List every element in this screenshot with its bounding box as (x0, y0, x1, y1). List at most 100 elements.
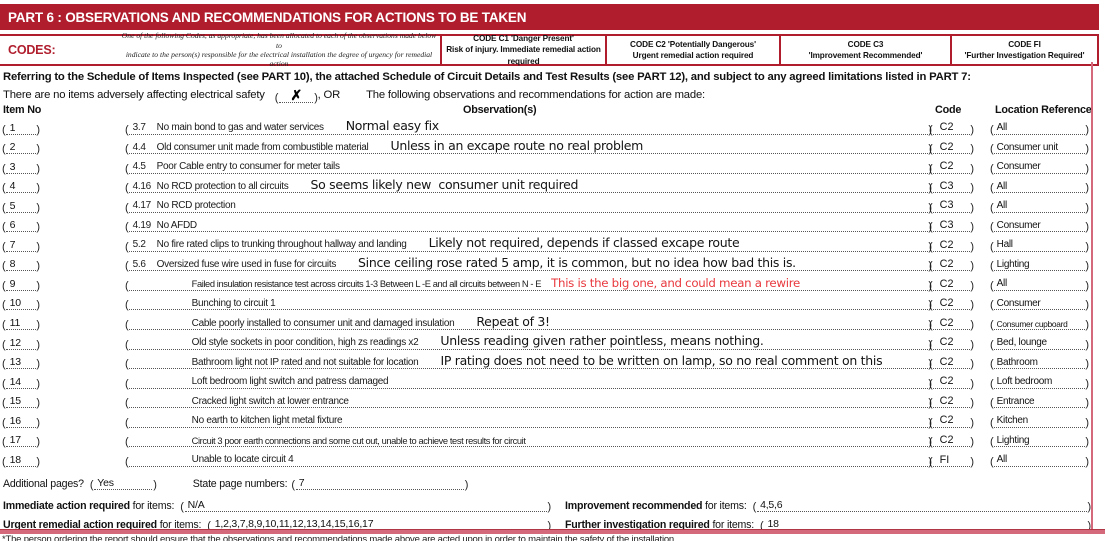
no-items-checkbox-field[interactable]: ✗ (279, 88, 314, 103)
observation-value: Bunching to circuit 1 (133, 297, 276, 310)
code-field[interactable]: ( C2 ) (929, 352, 974, 370)
code-field[interactable]: ( C2 ) (929, 117, 974, 135)
observation-field[interactable]: ( Cable poorly installed to consumer uni… (125, 312, 932, 330)
additional-pages-field[interactable]: Yes (94, 475, 153, 490)
observation-field[interactable]: ( Loft bedroom light switch and patress … (125, 371, 932, 389)
location-field[interactable]: ( Kitchen ) (990, 410, 1089, 429)
observation-field[interactable]: ( 3.7 No main bond to gas and water servi… (125, 117, 932, 135)
observation-field[interactable]: ( Bunching to circuit 1 ) (125, 293, 932, 311)
observation-field[interactable]: ( Bathroom light not IP rated and not su… (125, 352, 932, 370)
location-value: Consumer (996, 297, 1041, 309)
immediate-action-field[interactable]: N/A (184, 497, 547, 512)
observation-value: Loft bedroom light switch and patress da… (133, 376, 389, 388)
observation-field[interactable]: ( 4.16 No RCD protection to all circuits S… (125, 176, 932, 194)
observation-text: Poor Cable entry to consumer for meter t… (156, 161, 340, 173)
code-field[interactable]: ( C2 ) (929, 254, 974, 272)
location-field[interactable]: ( Consumer ) (990, 156, 1089, 175)
location-field[interactable]: ( Lighting ) (990, 430, 1089, 448)
location-field[interactable]: ( Consumer ) (990, 215, 1089, 233)
inspector-note: Normal easy fix (345, 118, 440, 134)
col-header-observations: Observation(s) (463, 104, 537, 116)
code-field[interactable]: ( C2 ) (929, 391, 974, 409)
observation-field[interactable]: ( Unable to locate circuit 4 ) (125, 449, 932, 468)
code-field[interactable]: ( C2 ) (929, 156, 974, 174)
col-header-code: Code (935, 104, 962, 116)
item-no-value: 12 (9, 336, 21, 349)
item-no-field[interactable]: ( 17 ) (2, 430, 40, 448)
codes-explanation-line1: One of the following Codes, as appropria… (121, 31, 437, 50)
item-no-value: 4 (9, 180, 16, 193)
code-field[interactable]: ( C2 ) (929, 332, 974, 350)
location-field[interactable]: ( Bathroom ) (990, 352, 1089, 370)
item-no-field[interactable]: ( 16 ) (2, 410, 40, 428)
observation-field[interactable]: ( 4.19 No AFDD ) (125, 215, 932, 233)
code-field[interactable]: ( C3 ) (929, 176, 974, 194)
item-no-field[interactable]: ( 3 ) (2, 156, 40, 174)
location-field[interactable]: ( Loft bedroom ) (990, 371, 1089, 390)
code-value: C3 (939, 199, 954, 212)
item-no-field[interactable]: ( 4 ) (2, 176, 40, 194)
location-field[interactable]: ( Consumer unit ) (990, 137, 1089, 155)
code-value: C2 (939, 375, 954, 388)
observation-field[interactable]: ( Circuit 3 poor earth connections and s… (125, 430, 932, 448)
code-field[interactable]: ( C2 ) (929, 137, 974, 155)
code-field[interactable]: ( FI ) (929, 449, 974, 468)
location-value: Lighting (996, 434, 1030, 446)
location-field[interactable]: ( All ) (990, 176, 1089, 194)
item-no-field[interactable]: ( 11 ) (2, 312, 40, 330)
code-fi-title: CODE FI (1008, 39, 1041, 49)
observation-field[interactable]: ( Old style sockets in poor condition, h… (125, 332, 932, 350)
item-no-field[interactable]: ( 1 ) (2, 117, 40, 135)
regulation-ref: 4.4 (132, 141, 146, 153)
improvement-recommended-field[interactable]: 4,5,6 (757, 497, 1087, 512)
codes-label: CODES: (8, 43, 56, 57)
observation-field[interactable]: ( 5.6 Oversized fuse wire used in fuse fo… (125, 254, 932, 272)
item-no-field[interactable]: ( 8 ) (2, 254, 40, 272)
code-field[interactable]: ( C2 ) (929, 293, 974, 311)
item-no-field[interactable]: ( 9 ) (2, 273, 40, 291)
form-right-border (1091, 62, 1093, 529)
item-no-field[interactable]: ( 15 ) (2, 391, 40, 409)
code-field[interactable]: ( C2 ) (929, 430, 974, 448)
observation-field[interactable]: ( 4.5 Poor Cable entry to consumer for me… (125, 156, 932, 174)
observation-text: Bunching to circuit 1 (191, 297, 276, 309)
code-value: C3 (939, 179, 954, 192)
location-field[interactable]: ( All ) (990, 273, 1089, 292)
item-no-field[interactable]: ( 10 ) (2, 293, 40, 311)
observation-field[interactable]: ( No earth to kitchen light metal fixtur… (125, 410, 932, 429)
codes-legend: CODES: One of the following Codes, as ap… (0, 31, 1099, 68)
page-numbers-field[interactable]: 7 (295, 475, 464, 490)
code-field[interactable]: ( C2 ) (929, 234, 974, 253)
code-field[interactable]: ( C2 ) (929, 312, 974, 331)
immediate-action-value: N/A (187, 498, 205, 511)
observation-field[interactable]: ( Cracked light switch at lower entrance… (125, 391, 932, 409)
observation-field[interactable]: ( 4.4 Old consumer unit made from combust… (125, 137, 932, 155)
location-field[interactable]: ( All ) (990, 117, 1089, 136)
inspector-note: Likely not required, depends if classed … (428, 235, 740, 251)
location-field[interactable]: ( All ) (990, 195, 1089, 214)
item-no-field[interactable]: ( 18 ) (2, 449, 40, 467)
location-field[interactable]: ( Consumer ) (990, 293, 1089, 311)
code-field[interactable]: ( C2 ) (929, 273, 974, 292)
code-field[interactable]: ( C3 ) (929, 195, 974, 214)
observation-field[interactable]: ( 4.17 No RCD protection ) (125, 195, 932, 213)
location-field[interactable]: ( Consumer cupboard ) (990, 312, 1089, 331)
location-field[interactable]: ( Entrance ) (990, 391, 1089, 409)
code-field[interactable]: ( C2 ) (929, 410, 974, 429)
item-no-field[interactable]: ( 14 ) (2, 371, 40, 389)
item-no-field[interactable]: ( 5 ) (2, 195, 40, 213)
location-field[interactable]: ( Lighting ) (990, 254, 1089, 272)
code-field[interactable]: ( C3 ) (929, 215, 974, 233)
item-no-field[interactable]: ( 2 ) (2, 137, 40, 155)
observation-field[interactable]: ( 5.2 No fire rated clips to trunking thr… (125, 234, 932, 252)
observation-field[interactable]: ( Failed insulation resistance test acro… (125, 273, 932, 291)
location-field[interactable]: ( Hall ) (990, 234, 1089, 253)
item-no-field[interactable]: ( 7 ) (2, 234, 40, 252)
location-field[interactable]: ( All ) (990, 449, 1089, 468)
location-field[interactable]: ( Bed, lounge ) (990, 332, 1089, 351)
code-fi-subtitle: 'Further Investigation Required' (964, 51, 1085, 60)
item-no-field[interactable]: ( 13 ) (2, 352, 40, 370)
code-field[interactable]: ( C2 ) (929, 371, 974, 389)
item-no-field[interactable]: ( 6 ) (2, 215, 40, 233)
item-no-field[interactable]: ( 12 ) (2, 332, 40, 350)
